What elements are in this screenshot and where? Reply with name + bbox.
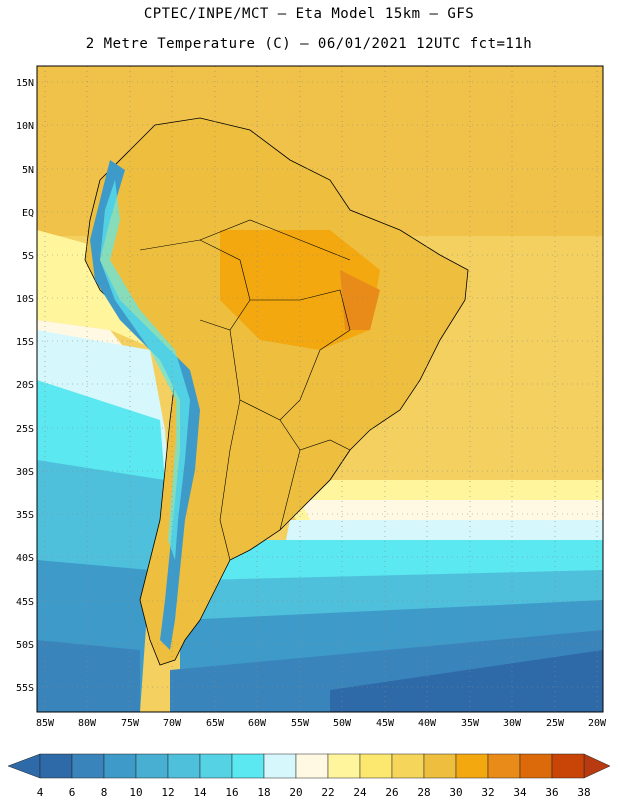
lon-label-30w: 30W xyxy=(503,718,522,729)
lat-label-40s: 40S xyxy=(16,553,34,564)
lon-label-85w: 85W xyxy=(36,718,55,729)
colorbar-box xyxy=(103,753,137,779)
map-area xyxy=(37,66,603,712)
lat-label-55s: 55S xyxy=(16,683,34,694)
lat-label-30s: 30S xyxy=(16,467,34,478)
colorbar-label: 34 xyxy=(513,786,527,799)
lon-label-80w: 80W xyxy=(78,718,97,729)
colorbar-high-arrow xyxy=(583,753,611,779)
lon-label-20w: 20W xyxy=(588,718,607,729)
colorbar-label: 24 xyxy=(353,786,367,799)
colorbar-label: 32 xyxy=(481,786,494,799)
colorbar-boxes xyxy=(39,753,585,779)
interior-warm-zone xyxy=(220,230,380,350)
lat-label-50s: 50S xyxy=(16,640,34,651)
colorbar-label: 10 xyxy=(129,786,142,799)
colorbar-label: 36 xyxy=(545,786,558,799)
andes-mid-slope xyxy=(100,180,190,560)
colorbar-label: 4 xyxy=(37,786,44,799)
colorbar-box xyxy=(487,753,521,779)
pacific-coldest-band xyxy=(37,640,140,712)
country-borders xyxy=(139,219,351,561)
colorbar-box xyxy=(423,753,457,779)
colorbar-label: 30 xyxy=(449,786,462,799)
colorbar-box xyxy=(359,753,393,779)
colorbar: 4 6 8 10 12 14 16 18 20 22 24 26 28 30 32 34 36 38 xyxy=(7,753,611,799)
interior-hot-spot xyxy=(340,270,380,330)
colorbar-box xyxy=(327,753,361,779)
colorbar-box xyxy=(551,753,585,779)
lat-label-5s: 5S xyxy=(22,251,34,262)
colorbar-label: 18 xyxy=(257,786,270,799)
lon-label-70w: 70W xyxy=(163,718,182,729)
lon-label-55w: 55W xyxy=(291,718,310,729)
colorbar-label: 20 xyxy=(289,786,302,799)
latitude-labels: 15N 10N 5N EQ 5S 10S 15S 20S 25S 30S 35S… xyxy=(16,78,34,694)
lat-label-20s: 20S xyxy=(16,380,34,391)
lon-label-65w: 65W xyxy=(206,718,225,729)
colorbar-box xyxy=(455,753,489,779)
lat-label-25s: 25S xyxy=(16,424,34,435)
lat-label-eq: EQ xyxy=(22,208,34,219)
colorbar-box xyxy=(71,753,105,779)
lon-label-35w: 35W xyxy=(461,718,480,729)
lat-label-15n: 15N xyxy=(16,78,34,89)
colorbar-label: 6 xyxy=(69,786,76,799)
colorbar-box xyxy=(135,753,169,779)
lon-label-75w: 75W xyxy=(121,718,140,729)
lon-label-45w: 45W xyxy=(376,718,395,729)
colorbar-label: 38 xyxy=(577,786,590,799)
colorbar-box xyxy=(231,753,265,779)
lat-label-45s: 45S xyxy=(16,597,34,608)
lon-label-50w: 50W xyxy=(333,718,352,729)
colorbar-labels: 4 6 8 10 12 14 16 18 20 22 24 26 28 30 32 34 36 38 xyxy=(37,786,591,799)
lon-label-40w: 40W xyxy=(418,718,437,729)
lon-label-60w: 60W xyxy=(248,718,267,729)
colorbar-label: 12 xyxy=(161,786,174,799)
chart-title-line-1: CPTEC/INPE/MCT – Eta Model 15km – GFS xyxy=(143,6,475,22)
colorbar-box xyxy=(519,753,553,779)
lon-label-25w: 25W xyxy=(546,718,565,729)
colorbar-box xyxy=(39,753,73,779)
colorbar-label: 8 xyxy=(101,786,108,799)
lat-label-35s: 35S xyxy=(16,510,34,521)
colorbar-box xyxy=(295,753,329,779)
colorbar-box xyxy=(167,753,201,779)
longitude-labels: 85W 80W 75W 70W 65W 60W 55W 50W 45W 40W … xyxy=(36,718,607,729)
lat-label-5n: 5N xyxy=(22,165,34,176)
colorbar-low-arrow xyxy=(7,753,41,779)
chart-title-line-2: 2 Metre Temperature (C) – 06/01/2021 12U… xyxy=(85,36,533,52)
colorbar-label: 16 xyxy=(225,786,238,799)
atlantic-coldest-band xyxy=(330,650,603,712)
lat-label-10n: 10N xyxy=(16,121,34,132)
map-frame xyxy=(36,65,604,713)
lat-label-15s: 15S xyxy=(16,337,34,348)
colorbar-label: 14 xyxy=(193,786,207,799)
colorbar-box xyxy=(199,753,233,779)
lat-label-10s: 10S xyxy=(16,294,34,305)
colorbar-box xyxy=(263,753,297,779)
colorbar-label: 28 xyxy=(417,786,430,799)
colorbar-label: 22 xyxy=(321,786,334,799)
colorbar-box xyxy=(391,753,425,779)
colorbar-label: 26 xyxy=(385,786,398,799)
